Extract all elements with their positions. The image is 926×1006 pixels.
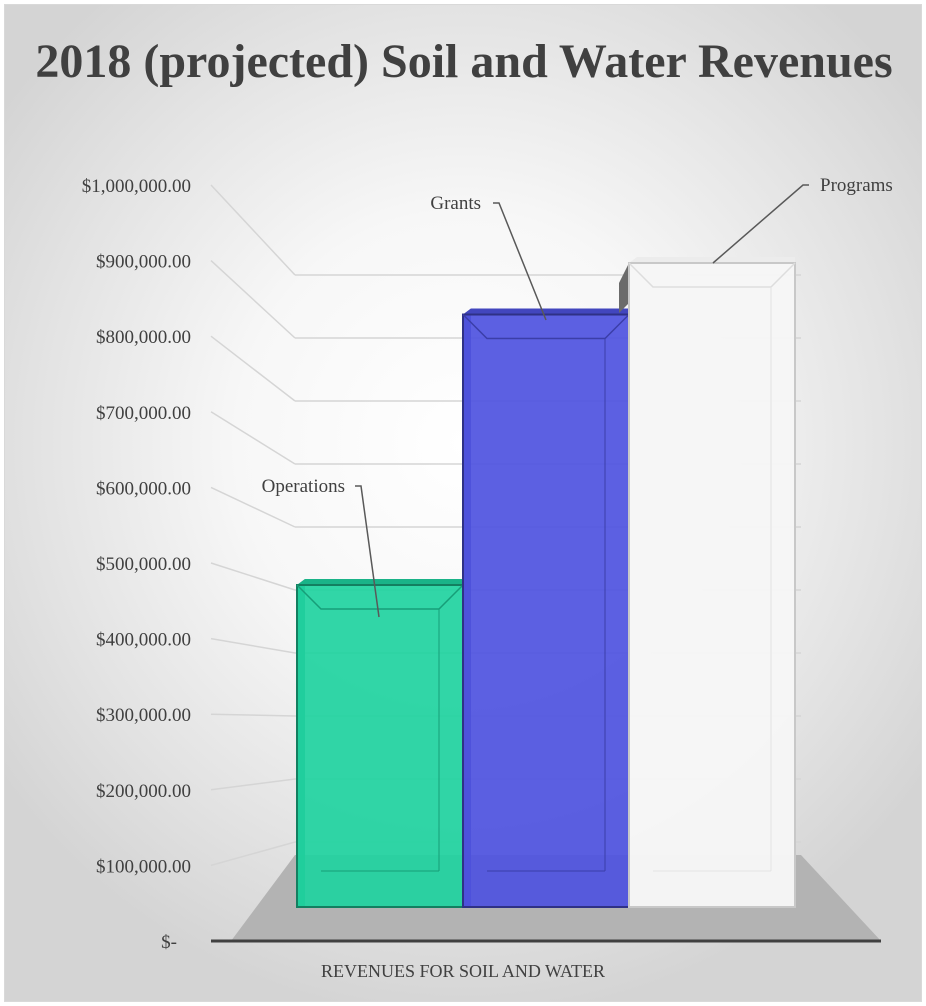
bar-top-face	[463, 308, 629, 315]
y-tick-label: $300,000.00	[96, 705, 191, 726]
side-gridline	[210, 778, 296, 791]
data-label-grants: Grants	[430, 193, 481, 214]
side-gridline	[210, 637, 296, 654]
data-label-leader	[493, 202, 547, 321]
chart-title: 2018 (projected) Soil and Water Revenues	[35, 35, 893, 88]
y-tick-label: $500,000.00	[96, 554, 191, 575]
side-gridline	[210, 562, 296, 591]
y-tick-label: $800,000.00	[96, 327, 191, 348]
y-tick-label: $400,000.00	[96, 630, 191, 651]
y-tick-label: $600,000.00	[96, 478, 191, 499]
y-tick-label: $100,000.00	[96, 856, 191, 877]
chart-container: 2018 (projected) Soil and Water Revenues…	[4, 4, 922, 1002]
data-label-programs: Programs	[820, 175, 893, 196]
x-axis-category-label: REVENUES FOR SOIL AND WATER	[321, 961, 605, 981]
bar-edge	[462, 313, 630, 340]
bar-grants	[462, 308, 630, 908]
chart-plot: $- $100,000.00 $200,000.00 $300,000.00 $400,…	[82, 175, 893, 981]
bar-top-face	[297, 579, 463, 585]
y-tick-label: $900,000.00	[96, 252, 191, 273]
side-gridline	[210, 335, 296, 402]
y-tick-label: $700,000.00	[96, 403, 191, 424]
data-label-leader	[712, 184, 809, 264]
bar-operations	[296, 579, 464, 908]
bar-top-face	[629, 257, 795, 263]
bar-edge	[628, 262, 796, 288]
data-label-operations: Operations	[262, 476, 345, 497]
y-axis-ticks: $- $100,000.00 $200,000.00 $300,000.00 $400,…	[82, 176, 191, 953]
side-gridline	[210, 841, 296, 867]
bar-front-face	[628, 262, 796, 908]
side-gridline	[210, 486, 296, 528]
bars	[296, 257, 796, 908]
data-label-leader	[355, 485, 380, 618]
bar-front-face	[296, 584, 464, 908]
y-tick-label: $1,000,000.00	[82, 176, 191, 197]
bar-side-face	[619, 263, 629, 313]
side-gridline	[210, 713, 296, 717]
y-tick-label: $-	[161, 932, 177, 953]
y-tick-label: $200,000.00	[96, 781, 191, 802]
side-gridline	[210, 260, 296, 339]
bar-edge	[296, 584, 464, 610]
bar-programs	[619, 257, 796, 908]
side-gridline	[210, 184, 296, 276]
side-gridline	[210, 411, 296, 465]
data-labels: Operations Grants Programs	[262, 175, 893, 618]
bar-front-face	[462, 313, 630, 908]
